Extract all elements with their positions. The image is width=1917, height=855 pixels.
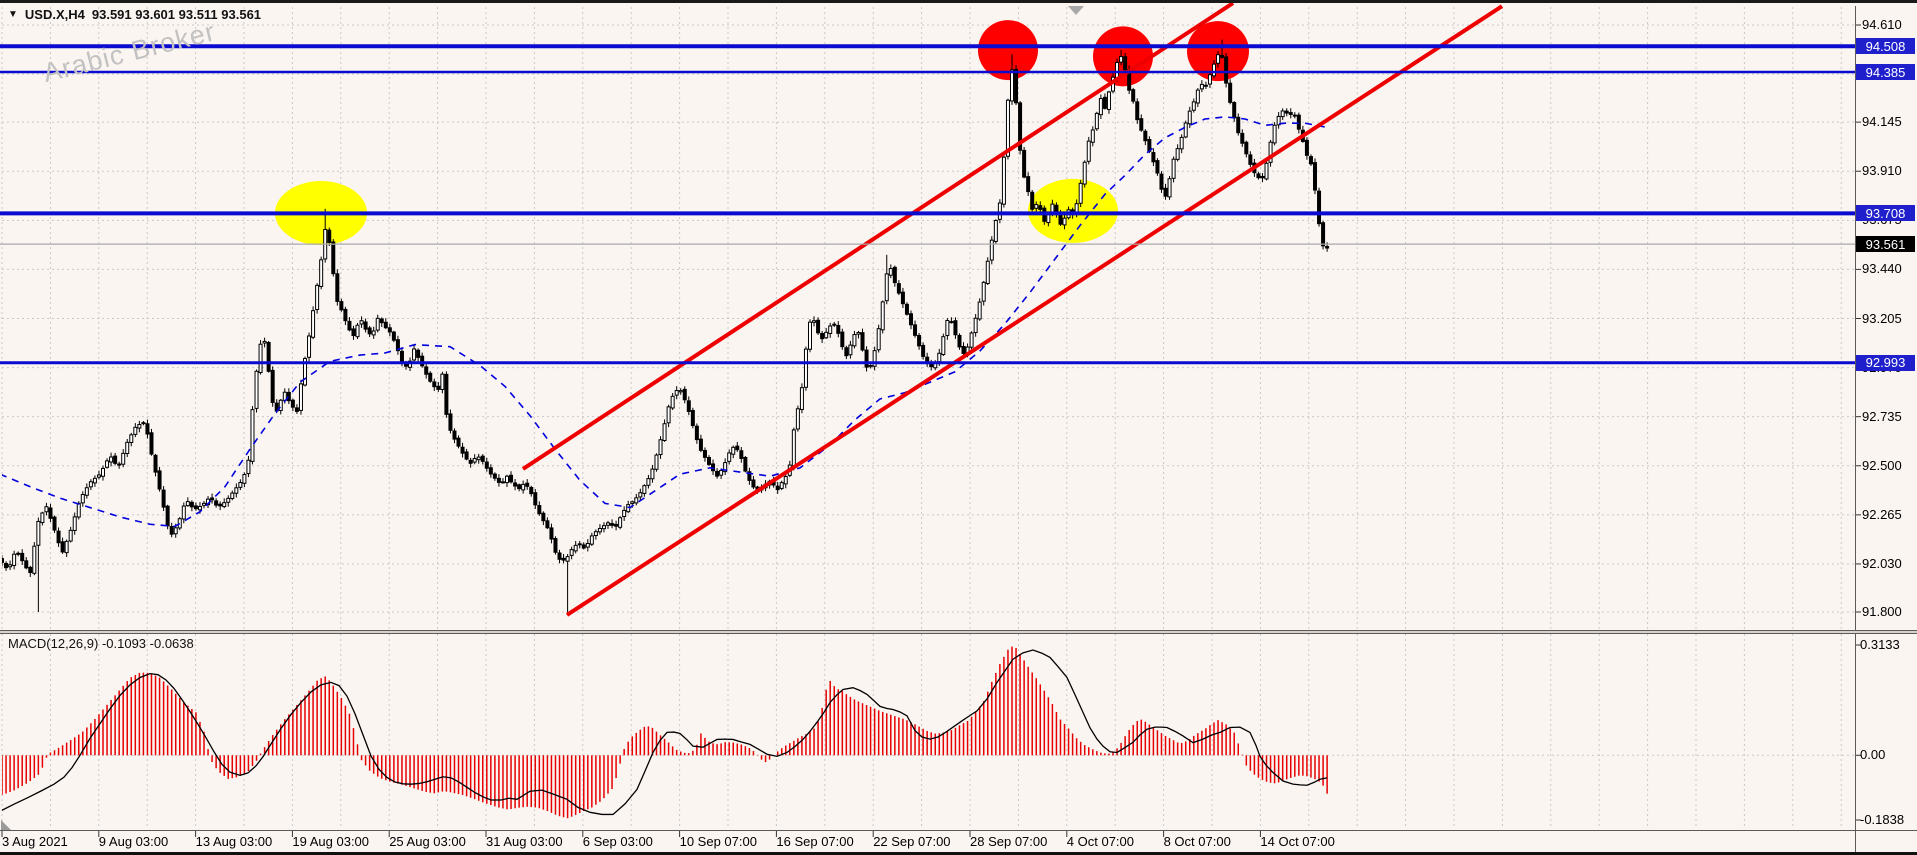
time-tick-label: 13 Aug 03:00 [195, 834, 273, 849]
candlestick-series [2, 39, 1330, 614]
chart-canvas [0, 3, 1861, 837]
symbol-ohlc-values: 93.591 93.601 93.511 93.561 [91, 7, 262, 22]
time-tick-label: 14 Oct 07:00 [1260, 834, 1335, 849]
time-tick-label: 6 Sep 03:00 [582, 834, 653, 849]
symbol-dropdown-icon[interactable]: ▼ [8, 8, 18, 20]
time-tick-label: 4 Oct 07:00 [1066, 834, 1135, 849]
horizontal-levels[interactable] [0, 44, 1855, 365]
symbol-name: USD.X,H4 [24, 7, 85, 22]
macd-signal-line [2, 649, 1328, 816]
level-price-badge: 93.708 [1856, 205, 1915, 222]
level-price-badge: 94.508 [1856, 38, 1915, 55]
trend-channel[interactable] [521, 3, 1504, 617]
time-tick-label: 10 Sep 07:00 [679, 834, 757, 849]
chart-shift-marker[interactable] [1068, 6, 1084, 15]
axis-ticks [1, 24, 1861, 837]
price-tick-label: 94.145 [1862, 114, 1902, 130]
price-tick-label: 94.610 [1862, 17, 1902, 32]
macd-tick-label: -0.1838 [1860, 812, 1905, 827]
moving-average-line [2, 116, 1328, 528]
red-highlight-circle [978, 20, 1038, 81]
price-tick-label: 91.800 [1862, 604, 1902, 619]
macd-indicator-label: MACD(12,26,9) -0.1093 -0.0638 [8, 636, 194, 651]
time-tick-label: 9 Aug 03:00 [98, 834, 169, 849]
time-tick-label: 8 Oct 07:00 [1163, 834, 1231, 849]
time-axis-divider [0, 830, 1917, 831]
trendline [565, 4, 1504, 617]
price-tick-label: 92.265 [1862, 506, 1902, 522]
price-tick-label: 93.205 [1862, 310, 1902, 326]
time-tick-label: 25 Aug 03:00 [389, 834, 466, 849]
time-tick-label: 22 Sep 07:00 [873, 834, 951, 849]
window-bottom-border [0, 852, 1917, 855]
price-tick-label: 93.440 [1862, 261, 1902, 277]
price-tick-label: 92.735 [1862, 408, 1902, 424]
macd-tick-label: 0.3133 [1860, 637, 1900, 652]
price-tick-label: 93.910 [1862, 163, 1902, 179]
price-tick-label: 92.500 [1862, 457, 1902, 473]
grid-lines [1, 7, 1854, 829]
time-tick-label: 31 Aug 03:00 [486, 834, 563, 849]
time-tick-label: 19 Aug 03:00 [292, 834, 370, 849]
price-tick-label: 92.030 [1862, 555, 1902, 571]
panel-divider[interactable] [0, 630, 1917, 634]
macd-panel-resize-handle[interactable] [1, 820, 11, 830]
level-price-badge: 94.385 [1856, 64, 1915, 80]
current-price-badge: 93.561 [1856, 236, 1915, 253]
time-tick-label: 3 Aug 2021 [2, 834, 68, 849]
price-axis-divider [1855, 6, 1856, 853]
macd-histogram [2, 646, 1328, 819]
trendline [521, 3, 1235, 471]
time-tick-label: 16 Sep 07:00 [776, 834, 854, 849]
annotation-shapes[interactable] [275, 20, 1249, 246]
level-price-badge: 92.993 [1856, 354, 1915, 371]
macd-tick-label: 0.00 [1860, 747, 1886, 763]
time-tick-label: 28 Sep 07:00 [970, 834, 1048, 849]
symbol-title: ▼ USD.X,H4 93.591 93.601 93.511 93.561 [8, 7, 261, 22]
